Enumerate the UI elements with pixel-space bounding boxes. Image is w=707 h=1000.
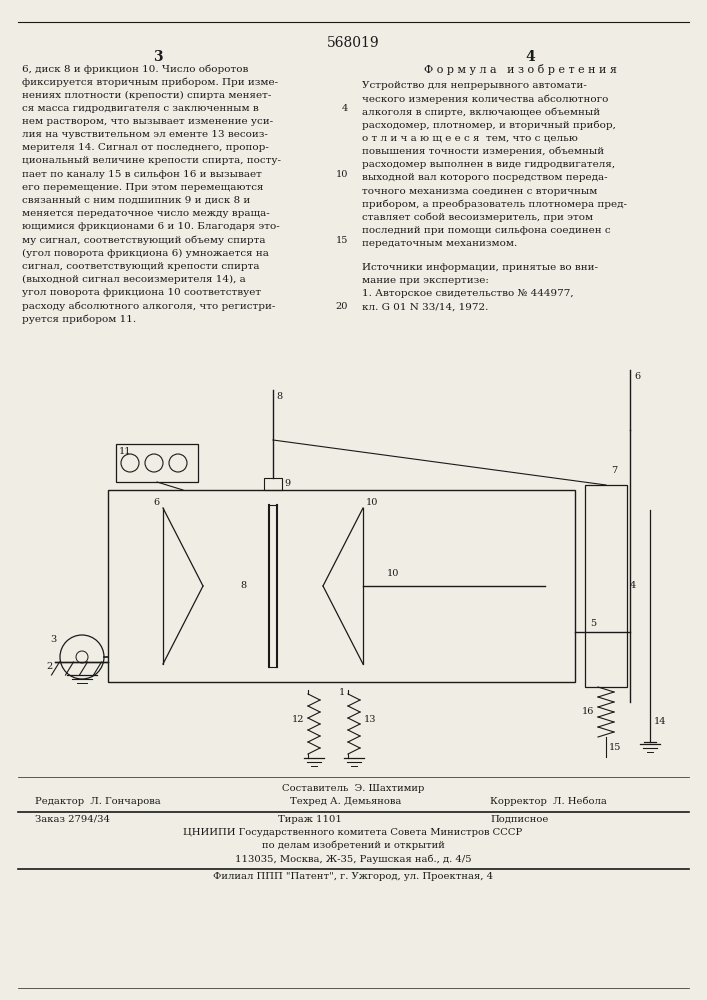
Bar — [585, 485, 627, 687]
Text: Тираж 1101: Тираж 1101 — [278, 815, 342, 824]
Text: по делам изобретений и открытий: по делам изобретений и открытий — [262, 841, 445, 850]
Text: 10: 10 — [366, 498, 378, 507]
Text: 20: 20 — [336, 302, 348, 311]
Text: 16: 16 — [582, 708, 594, 716]
Text: 10: 10 — [387, 569, 399, 578]
Text: Устройство для непрерывного автомати-: Устройство для непрерывного автомати- — [362, 81, 587, 90]
Text: 10: 10 — [336, 170, 348, 179]
Text: 4: 4 — [341, 104, 348, 113]
Bar — [108, 490, 575, 682]
Text: алкоголя в спирте, включающее объемный: алкоголя в спирте, включающее объемный — [362, 107, 600, 117]
Text: передаточным механизмом.: передаточным механизмом. — [362, 239, 518, 248]
Text: ся масса гидродвигателя с заключенным в: ся масса гидродвигателя с заключенным в — [22, 104, 259, 113]
Text: 7: 7 — [611, 466, 617, 475]
Text: 568019: 568019 — [327, 36, 380, 50]
Text: 4: 4 — [525, 50, 535, 64]
Bar — [116, 444, 198, 482]
Text: 3: 3 — [153, 50, 163, 64]
Text: кл. G 01 N 33/14, 1972.: кл. G 01 N 33/14, 1972. — [362, 302, 489, 311]
Text: мерителя 14. Сигнал от последнего, пропор-: мерителя 14. Сигнал от последнего, пропо… — [22, 143, 269, 152]
Text: 6: 6 — [154, 498, 160, 507]
Text: 4: 4 — [630, 582, 636, 590]
Text: 1: 1 — [339, 688, 344, 697]
Text: Ф о р м у л а   и з о б р е т е н и я: Ф о р м у л а и з о б р е т е н и я — [423, 64, 617, 75]
Text: лия на чувствительном эл ементе 13 весоиз-: лия на чувствительном эл ементе 13 весои… — [22, 130, 268, 139]
Text: 2: 2 — [47, 662, 53, 671]
Text: (угол поворота фрикциона 6) умножается на: (угол поворота фрикциона 6) умножается н… — [22, 249, 269, 258]
Text: Подписное: Подписное — [490, 815, 549, 824]
Text: ющимися фрикционами 6 и 10. Благодаря это-: ющимися фрикционами 6 и 10. Благодаря эт… — [22, 222, 280, 231]
Text: 15: 15 — [336, 236, 348, 245]
Text: последний при помощи сильфона соединен с: последний при помощи сильфона соединен с — [362, 226, 611, 235]
Text: циональный величине крепости спирта, посту-: циональный величине крепости спирта, пос… — [22, 156, 281, 165]
Text: расходомер, плотномер, и вторичный прибор,: расходомер, плотномер, и вторичный прибо… — [362, 121, 616, 130]
Text: 3: 3 — [51, 635, 57, 644]
Text: Источники информации, принятые во вни-: Источники информации, принятые во вни- — [362, 263, 598, 272]
Text: 14: 14 — [654, 718, 667, 726]
Text: нем раствором, что вызывает изменение уси-: нем раствором, что вызывает изменение ус… — [22, 117, 273, 126]
Text: Заказ 2794/34: Заказ 2794/34 — [35, 815, 110, 824]
Text: руется прибором 11.: руется прибором 11. — [22, 315, 136, 324]
Text: 5: 5 — [590, 619, 596, 628]
Text: расходу абсолютного алкоголя, что регистри-: расходу абсолютного алкоголя, что регист… — [22, 302, 275, 311]
Text: прибором, а преобразователь плотномера пред-: прибором, а преобразователь плотномера п… — [362, 200, 627, 209]
Text: Составитель  Э. Шахтимир: Составитель Э. Шахтимир — [282, 784, 424, 793]
Text: 113035, Москва, Ж-35, Раушская наб., д. 4/5: 113035, Москва, Ж-35, Раушская наб., д. … — [235, 854, 472, 863]
Text: его перемещение. При этом перемещаются: его перемещение. При этом перемещаются — [22, 183, 264, 192]
Text: ческого измерения количества абсолютного: ческого измерения количества абсолютного — [362, 94, 609, 104]
Text: 12: 12 — [291, 716, 304, 724]
Text: 8: 8 — [240, 582, 246, 590]
Text: Техред А. Демьянова: Техред А. Демьянова — [290, 797, 402, 806]
Text: (выходной сигнал весоизмерителя 14), а: (выходной сигнал весоизмерителя 14), а — [22, 275, 246, 284]
Text: Филиал ППП "Патент", г. Ужгород, ул. Проектная, 4: Филиал ППП "Патент", г. Ужгород, ул. Про… — [213, 872, 493, 881]
Text: ЦНИИПИ Государственного комитета Совета Министров СССР: ЦНИИПИ Государственного комитета Совета … — [183, 828, 522, 837]
Text: 13: 13 — [364, 716, 377, 724]
Text: 6: 6 — [634, 372, 640, 381]
Text: 15: 15 — [609, 742, 621, 752]
Text: 1. Авторское свидетельство № 444977,: 1. Авторское свидетельство № 444977, — [362, 289, 573, 298]
Text: 8: 8 — [276, 392, 282, 401]
Text: угол поворота фрикциона 10 соответствует: угол поворота фрикциона 10 соответствует — [22, 288, 261, 297]
Text: выходной вал которого посредством переда-: выходной вал которого посредством переда… — [362, 173, 607, 182]
Text: повышения точности измерения, объемный: повышения точности измерения, объемный — [362, 147, 604, 156]
Text: меняется передаточное число между враща-: меняется передаточное число между враща- — [22, 209, 270, 218]
Text: мание при экспертизе:: мание при экспертизе: — [362, 276, 489, 285]
Text: пает по каналу 15 в сильфон 16 и вызывает: пает по каналу 15 в сильфон 16 и вызывае… — [22, 170, 262, 179]
Text: расходомер выполнен в виде гидродвигателя,: расходомер выполнен в виде гидродвигател… — [362, 160, 615, 169]
Text: о т л и ч а ю щ е е с я  тем, что с целью: о т л и ч а ю щ е е с я тем, что с целью — [362, 134, 578, 143]
Text: му сигнал, соответствующий объему спирта: му сигнал, соответствующий объему спирта — [22, 236, 266, 245]
Text: фиксируется вторичным прибором. При изме-: фиксируется вторичным прибором. При изме… — [22, 77, 278, 87]
Text: точного механизма соединен с вторичным: точного механизма соединен с вторичным — [362, 187, 597, 196]
Text: 9: 9 — [284, 480, 290, 488]
Text: сигнал, соответствующий крепости спирта: сигнал, соответствующий крепости спирта — [22, 262, 259, 271]
Text: нениях плотности (крепости) спирта меняет-: нениях плотности (крепости) спирта меняе… — [22, 90, 271, 100]
Text: ставляет собой весоизмеритель, при этом: ставляет собой весоизмеритель, при этом — [362, 213, 593, 223]
Text: 6, диск 8 и фрикцион 10. Число оборотов: 6, диск 8 и фрикцион 10. Число оборотов — [22, 64, 248, 74]
Text: Редактор  Л. Гончарова: Редактор Л. Гончарова — [35, 797, 160, 806]
Text: связанный с ним подшипник 9 и диск 8 и: связанный с ним подшипник 9 и диск 8 и — [22, 196, 250, 205]
Text: 11: 11 — [119, 447, 132, 456]
Bar — [264, 478, 282, 490]
Text: Корректор  Л. Небола: Корректор Л. Небола — [490, 797, 607, 806]
